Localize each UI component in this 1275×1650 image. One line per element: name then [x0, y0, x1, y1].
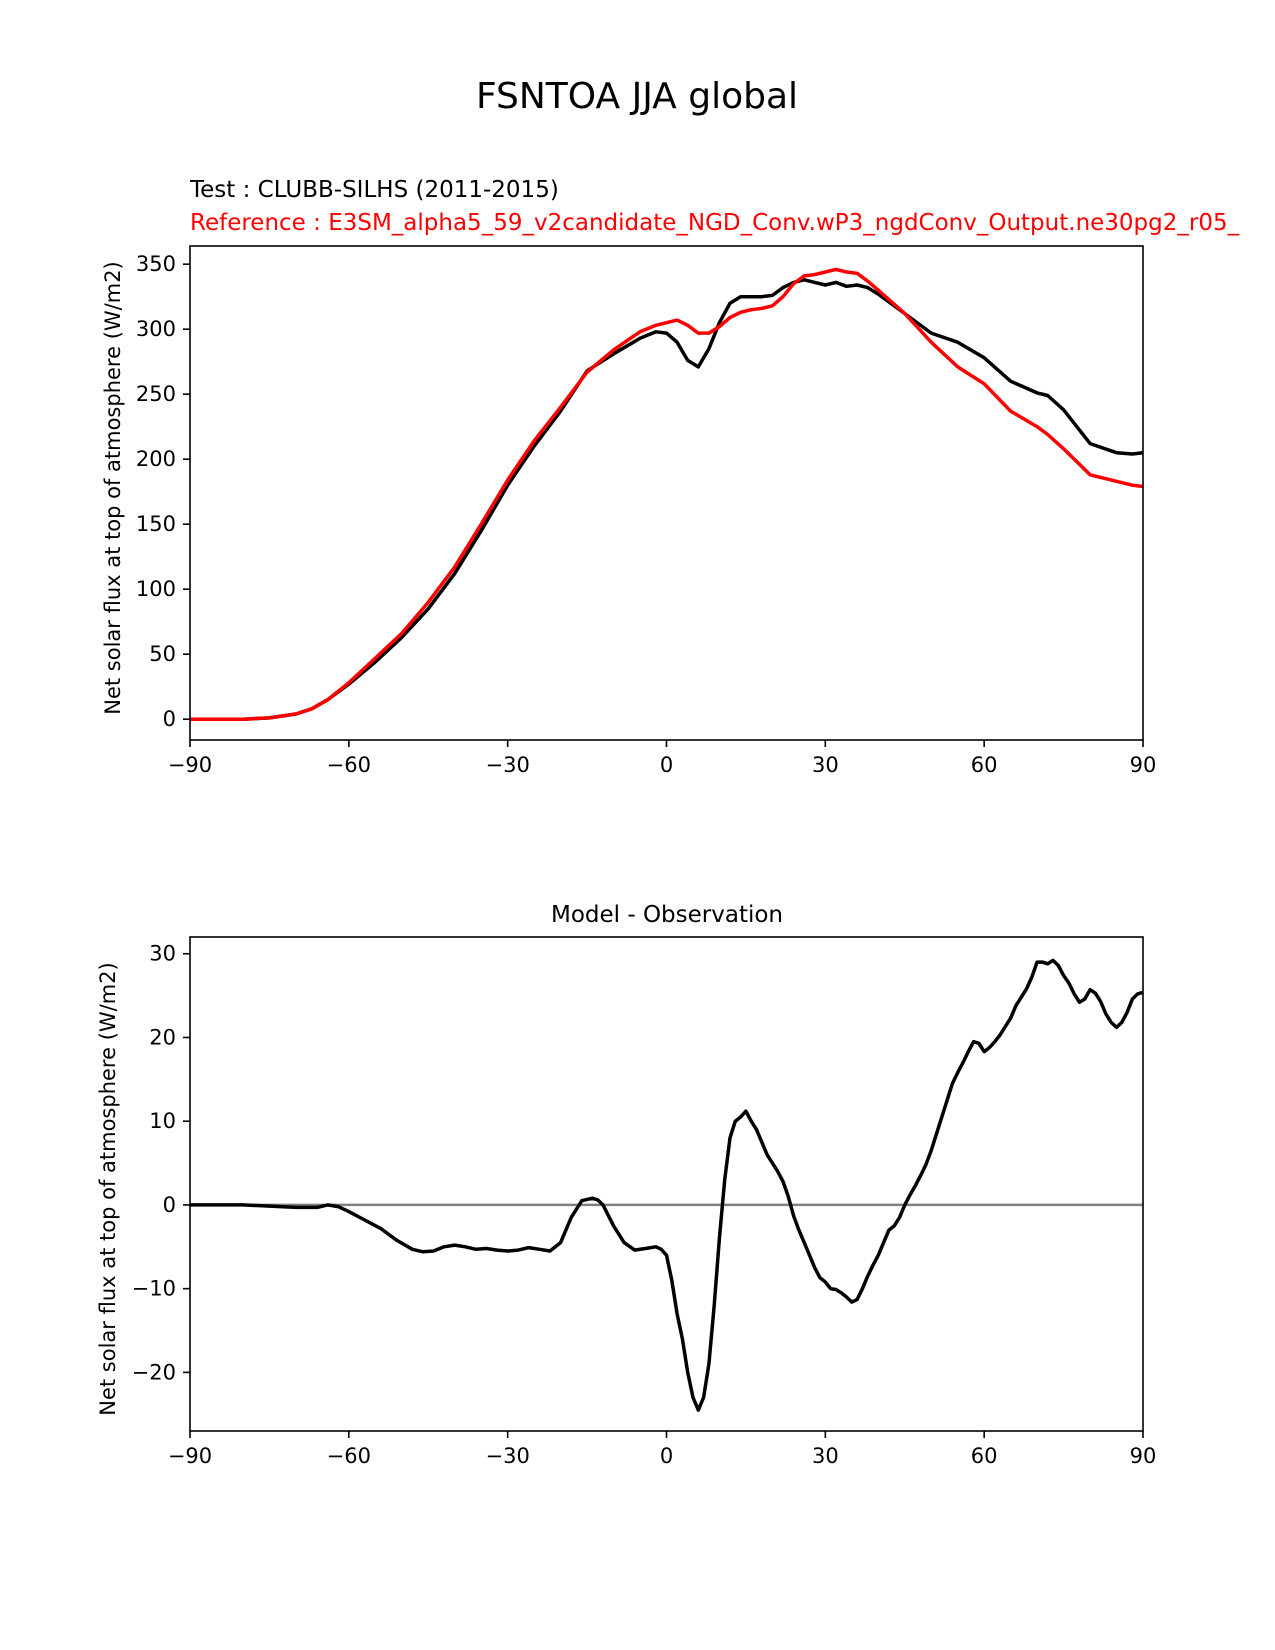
- top-y-tick-label: 150: [136, 512, 176, 536]
- bottom-y-tick-label: 10: [149, 1109, 176, 1133]
- top-x-tick-label: 90: [1130, 753, 1157, 777]
- top-y-tick-label: 250: [136, 382, 176, 406]
- top-y-tick-label: 200: [136, 447, 176, 471]
- top-y-tick-label: 100: [136, 577, 176, 601]
- bottom-y-axis-label: Net solar flux at top of atmosphere (W/m…: [96, 962, 120, 1415]
- top-x-tick-label: −90: [168, 753, 212, 777]
- bottom-series-model-observation: [190, 958, 1143, 1412]
- bottom-x-tick-label: −30: [486, 1444, 530, 1468]
- reference-subtitle: Reference : E3SM_alpha5_59_v2candidate_N…: [190, 210, 1240, 236]
- bottom-y-tick-label: 30: [149, 942, 176, 966]
- top-axes-frame: [189, 245, 1144, 741]
- top-series-reference: [190, 267, 1143, 721]
- top-y-tick-label: 300: [136, 317, 176, 341]
- top-y-tick-label: 350: [136, 252, 176, 276]
- top-series-test: [190, 278, 1143, 721]
- bottom-x-tick-label: −90: [168, 1444, 212, 1468]
- bottom-x-tick-label: 60: [971, 1444, 998, 1468]
- bottom-x-tick-label: 90: [1130, 1444, 1157, 1468]
- top-x-tick-label: 0: [660, 753, 673, 777]
- figure-title: FSNTOA JJA global: [476, 76, 798, 117]
- bottom-y-tick-label: 20: [149, 1025, 176, 1049]
- top-x-tick-label: 30: [812, 753, 839, 777]
- bottom-panel: Model - Observation Net solar flux at to…: [96, 902, 1156, 1468]
- bottom-y-tick-label: 0: [163, 1193, 176, 1217]
- bottom-axes-frame: [189, 936, 1144, 1432]
- bottom-y-tick-label: −10: [132, 1277, 176, 1301]
- test-subtitle: Test : CLUBB-SILHS (2011-2015): [189, 177, 559, 203]
- top-panel: Test : CLUBB-SILHS (2011-2015) Reference…: [101, 177, 1240, 777]
- top-y-tick-label: 50: [149, 642, 176, 666]
- bottom-x-tick-label: −60: [327, 1444, 371, 1468]
- bottom-y-tick-label: −20: [132, 1360, 176, 1384]
- bottom-x-tick-label: 30: [812, 1444, 839, 1468]
- bottom-x-tick-label: 0: [660, 1444, 673, 1468]
- top-y-axis-label: Net solar flux at top of atmosphere (W/m…: [101, 261, 125, 714]
- top-x-tick-label: −60: [327, 753, 371, 777]
- top-x-tick-label: 60: [971, 753, 998, 777]
- top-y-tick-label: 0: [163, 707, 176, 731]
- bottom-panel-title: Model - Observation: [551, 902, 783, 928]
- top-x-tick-label: −30: [486, 753, 530, 777]
